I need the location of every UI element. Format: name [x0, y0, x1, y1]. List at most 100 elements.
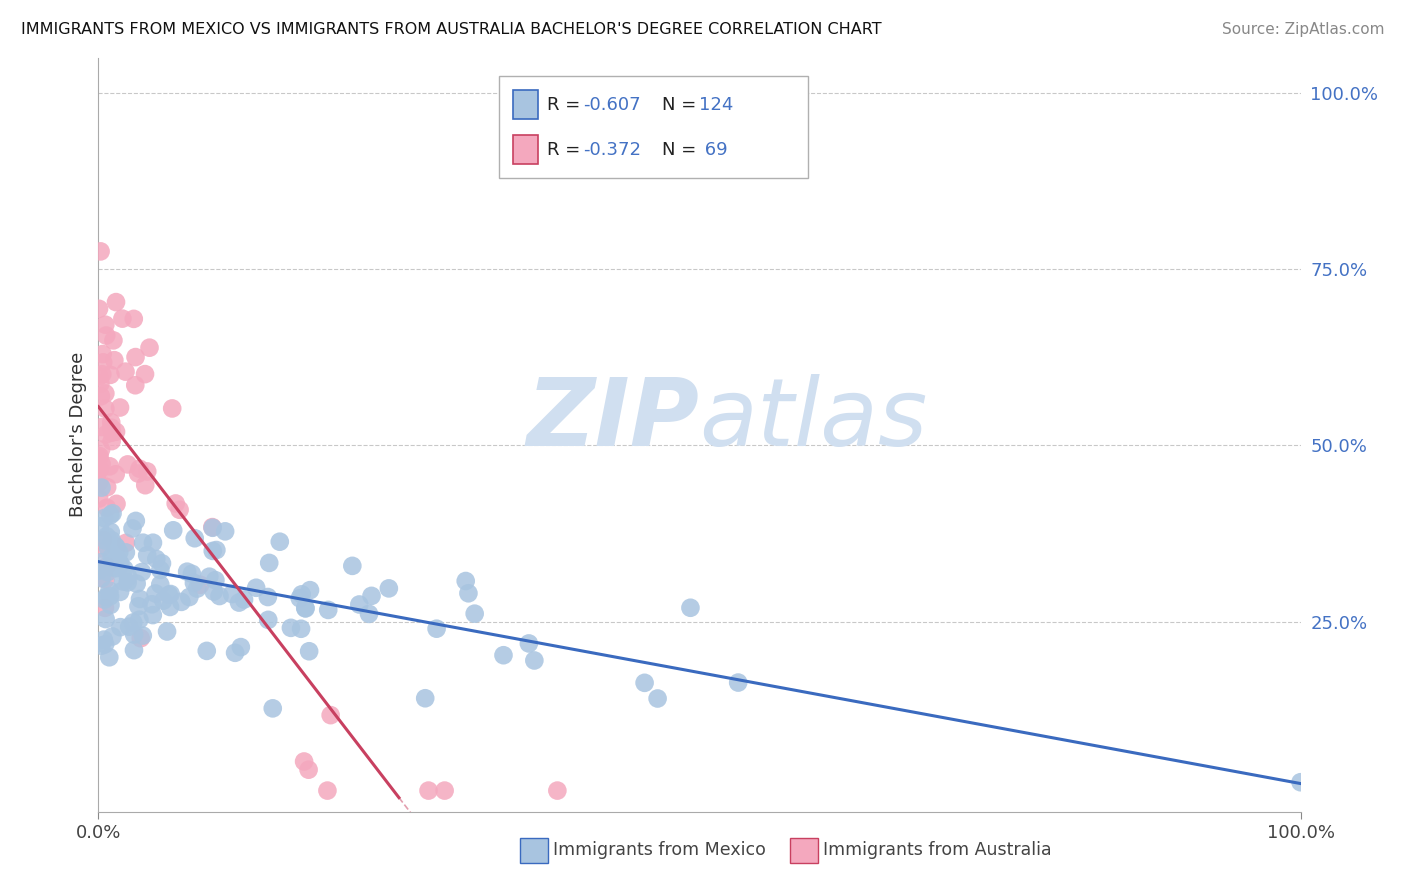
Point	[89, 475, 111, 489]
Point	[101, 630, 124, 644]
Text: Source: ZipAtlas.com: Source: ZipAtlas.com	[1222, 22, 1385, 37]
Point	[316, 783, 339, 797]
Point	[91, 355, 114, 369]
Point	[245, 581, 267, 595]
Point	[257, 613, 280, 627]
Point	[122, 311, 145, 326]
Point	[208, 589, 231, 603]
Point	[94, 533, 117, 548]
Point	[128, 613, 150, 627]
Point	[127, 467, 149, 481]
Point	[97, 541, 120, 556]
Point	[280, 621, 302, 635]
Point	[93, 511, 115, 525]
Text: Immigrants from Mexico: Immigrants from Mexico	[553, 841, 765, 859]
Point	[89, 369, 111, 384]
Text: Immigrants from Australia: Immigrants from Australia	[823, 841, 1052, 859]
Point	[342, 558, 364, 573]
Point	[136, 548, 159, 562]
Point	[90, 244, 112, 259]
Point	[100, 420, 122, 434]
Point	[186, 582, 208, 596]
Point	[162, 523, 184, 537]
Point	[105, 295, 128, 310]
Point	[100, 549, 122, 564]
Point	[269, 534, 291, 549]
Point	[90, 541, 112, 556]
Point	[517, 636, 540, 650]
Point	[297, 763, 319, 777]
Point	[413, 691, 436, 706]
Point	[87, 451, 110, 466]
Point	[90, 571, 112, 585]
Point	[169, 502, 191, 516]
Point	[201, 544, 224, 558]
Point	[114, 365, 136, 379]
Point	[94, 600, 117, 615]
Point	[94, 386, 117, 401]
Text: IMMIGRANTS FROM MEXICO VS IMMIGRANTS FROM AUSTRALIA BACHELOR'S DEGREE CORRELATIO: IMMIGRANTS FROM MEXICO VS IMMIGRANTS FRO…	[21, 22, 882, 37]
Point	[110, 620, 132, 634]
Point	[100, 557, 122, 571]
Point	[125, 514, 148, 528]
Point	[257, 590, 280, 604]
Point	[110, 557, 132, 571]
Point	[118, 620, 141, 634]
Point	[204, 573, 226, 587]
Point	[195, 644, 218, 658]
Point	[205, 543, 228, 558]
Point	[426, 622, 449, 636]
Point	[104, 467, 127, 482]
Point	[107, 553, 129, 567]
Point	[433, 783, 456, 797]
Point	[90, 389, 112, 403]
Point	[89, 376, 111, 391]
Point	[96, 559, 118, 574]
Point	[129, 592, 152, 607]
Point	[292, 755, 315, 769]
Point	[138, 341, 160, 355]
Text: 69: 69	[699, 141, 727, 159]
Point	[122, 627, 145, 641]
Point	[229, 640, 252, 654]
Text: atlas: atlas	[699, 375, 928, 466]
Point	[134, 478, 156, 492]
Point	[523, 653, 546, 667]
Point	[319, 708, 342, 723]
Point	[112, 562, 135, 576]
Point	[90, 420, 112, 434]
Point	[124, 378, 146, 392]
Point	[360, 589, 382, 603]
Point	[198, 570, 221, 584]
Point	[131, 565, 153, 579]
Point	[134, 367, 156, 381]
Text: N =: N =	[662, 141, 702, 159]
Point	[90, 481, 112, 495]
Point	[125, 576, 148, 591]
Point	[201, 521, 224, 535]
Text: ZIP: ZIP	[527, 374, 699, 466]
Point	[90, 639, 112, 653]
Text: -0.372: -0.372	[583, 141, 641, 159]
Point	[100, 368, 122, 382]
Point	[103, 334, 125, 348]
Point	[100, 560, 122, 574]
Point	[93, 592, 115, 607]
Point	[94, 590, 117, 604]
Point	[157, 588, 180, 602]
Point	[298, 583, 321, 598]
Point	[90, 555, 112, 569]
Point	[94, 612, 117, 626]
Point	[98, 508, 121, 523]
Point	[159, 587, 181, 601]
Point	[104, 561, 127, 575]
Point	[108, 401, 131, 415]
Point	[188, 578, 211, 592]
Point	[221, 587, 243, 601]
Point	[546, 783, 568, 797]
Text: R =: R =	[547, 141, 586, 159]
Point	[298, 644, 321, 658]
Point	[89, 519, 111, 533]
Point	[93, 632, 115, 647]
Point	[145, 586, 167, 600]
